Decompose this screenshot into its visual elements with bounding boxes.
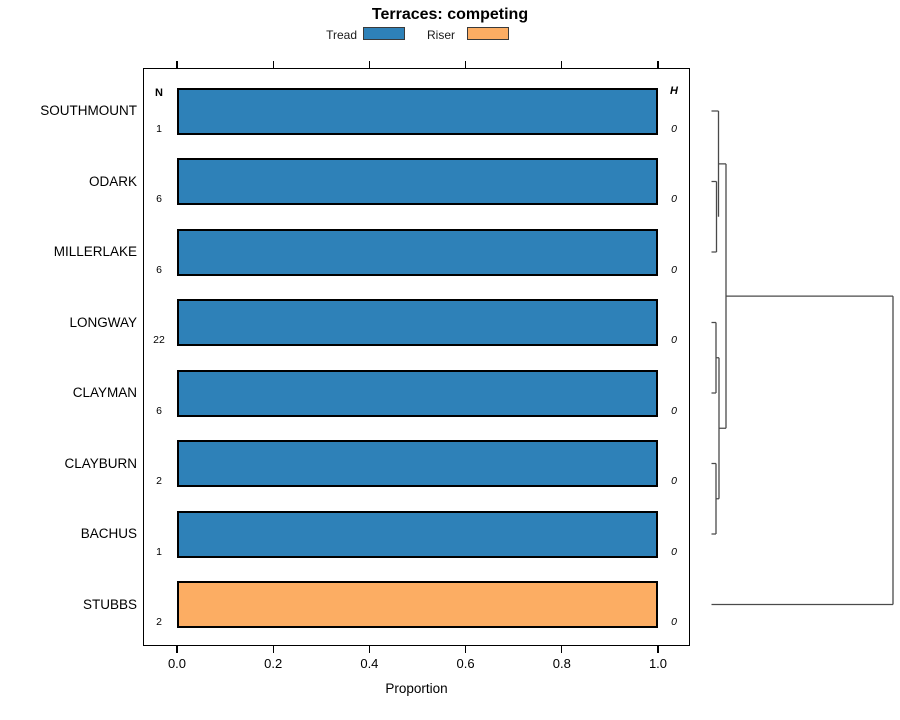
x-tick-label: 0.4 (360, 656, 379, 671)
row-label-odark: ODARK (88, 173, 137, 189)
h-value: 0 (671, 263, 677, 276)
x-tick-bottom (657, 646, 659, 653)
x-axis-label: Proportion (385, 681, 448, 696)
x-tick-label: 0.6 (456, 656, 475, 671)
x-tick-top (657, 61, 659, 68)
x-tick-top (368, 61, 371, 68)
n-value: 6 (156, 263, 162, 276)
x-tick-top (176, 61, 178, 68)
h-value: 0 (671, 475, 677, 487)
proportion-bar (177, 228, 658, 276)
x-tick-bottom (368, 646, 371, 653)
x-tick-top (561, 61, 563, 68)
row-label-longway: LONGWAY (69, 314, 137, 330)
proportion-bar (177, 581, 658, 628)
x-tick-bottom (465, 646, 467, 653)
x-tick-top (272, 61, 274, 68)
x-tick-label: 0.2 (264, 656, 283, 671)
legend-swatch-riser (467, 27, 509, 40)
x-tick-bottom (176, 646, 178, 653)
column-header-n: N (155, 87, 163, 99)
proportion-bar (177, 440, 658, 487)
x-tick-label: 1.0 (648, 656, 668, 671)
x-tick-bottom (272, 646, 274, 653)
n-value: 6 (156, 404, 162, 417)
x-tick-bottom (561, 646, 563, 653)
h-value: 0 (671, 616, 677, 628)
n-value: 1 (156, 545, 162, 558)
proportion-bar (177, 510, 658, 558)
proportion-bar (177, 87, 658, 135)
n-value: 2 (156, 475, 162, 487)
h-value: 0 (671, 404, 677, 417)
chart-title: Terraces: competing (371, 6, 529, 23)
proportion-bar (177, 299, 658, 346)
legend-label-riser: Riser (426, 28, 455, 42)
n-value: 2 (156, 616, 162, 628)
row-label-bachus: BACHUS (80, 526, 137, 541)
row-label-stubbs: STUBBS (82, 596, 137, 612)
n-value: 22 (153, 334, 165, 346)
plot-area-frame (143, 68, 690, 646)
n-value: 6 (156, 193, 162, 205)
h-value: 0 (671, 193, 677, 205)
h-value: 0 (671, 334, 677, 346)
proportion-bar (177, 369, 658, 417)
h-value: 0 (671, 545, 677, 558)
x-tick-label: 0.0 (167, 656, 187, 671)
x-tick-label: 0.8 (552, 656, 571, 671)
row-label-millerlake: MILLERLAKE (53, 244, 137, 259)
legend-swatch-tread (363, 27, 405, 40)
proportion-bar (177, 158, 658, 205)
n-value: 1 (156, 122, 162, 135)
x-tick-top (465, 61, 467, 68)
row-label-clayman: CLAYMAN (72, 385, 137, 400)
row-label-southmount: SOUTHMOUNT (40, 103, 137, 118)
column-header-h: H (670, 85, 678, 97)
h-value: 0 (671, 122, 677, 135)
row-label-clayburn: CLAYBURN (64, 455, 137, 471)
legend-label-tread: Tread (326, 28, 357, 42)
